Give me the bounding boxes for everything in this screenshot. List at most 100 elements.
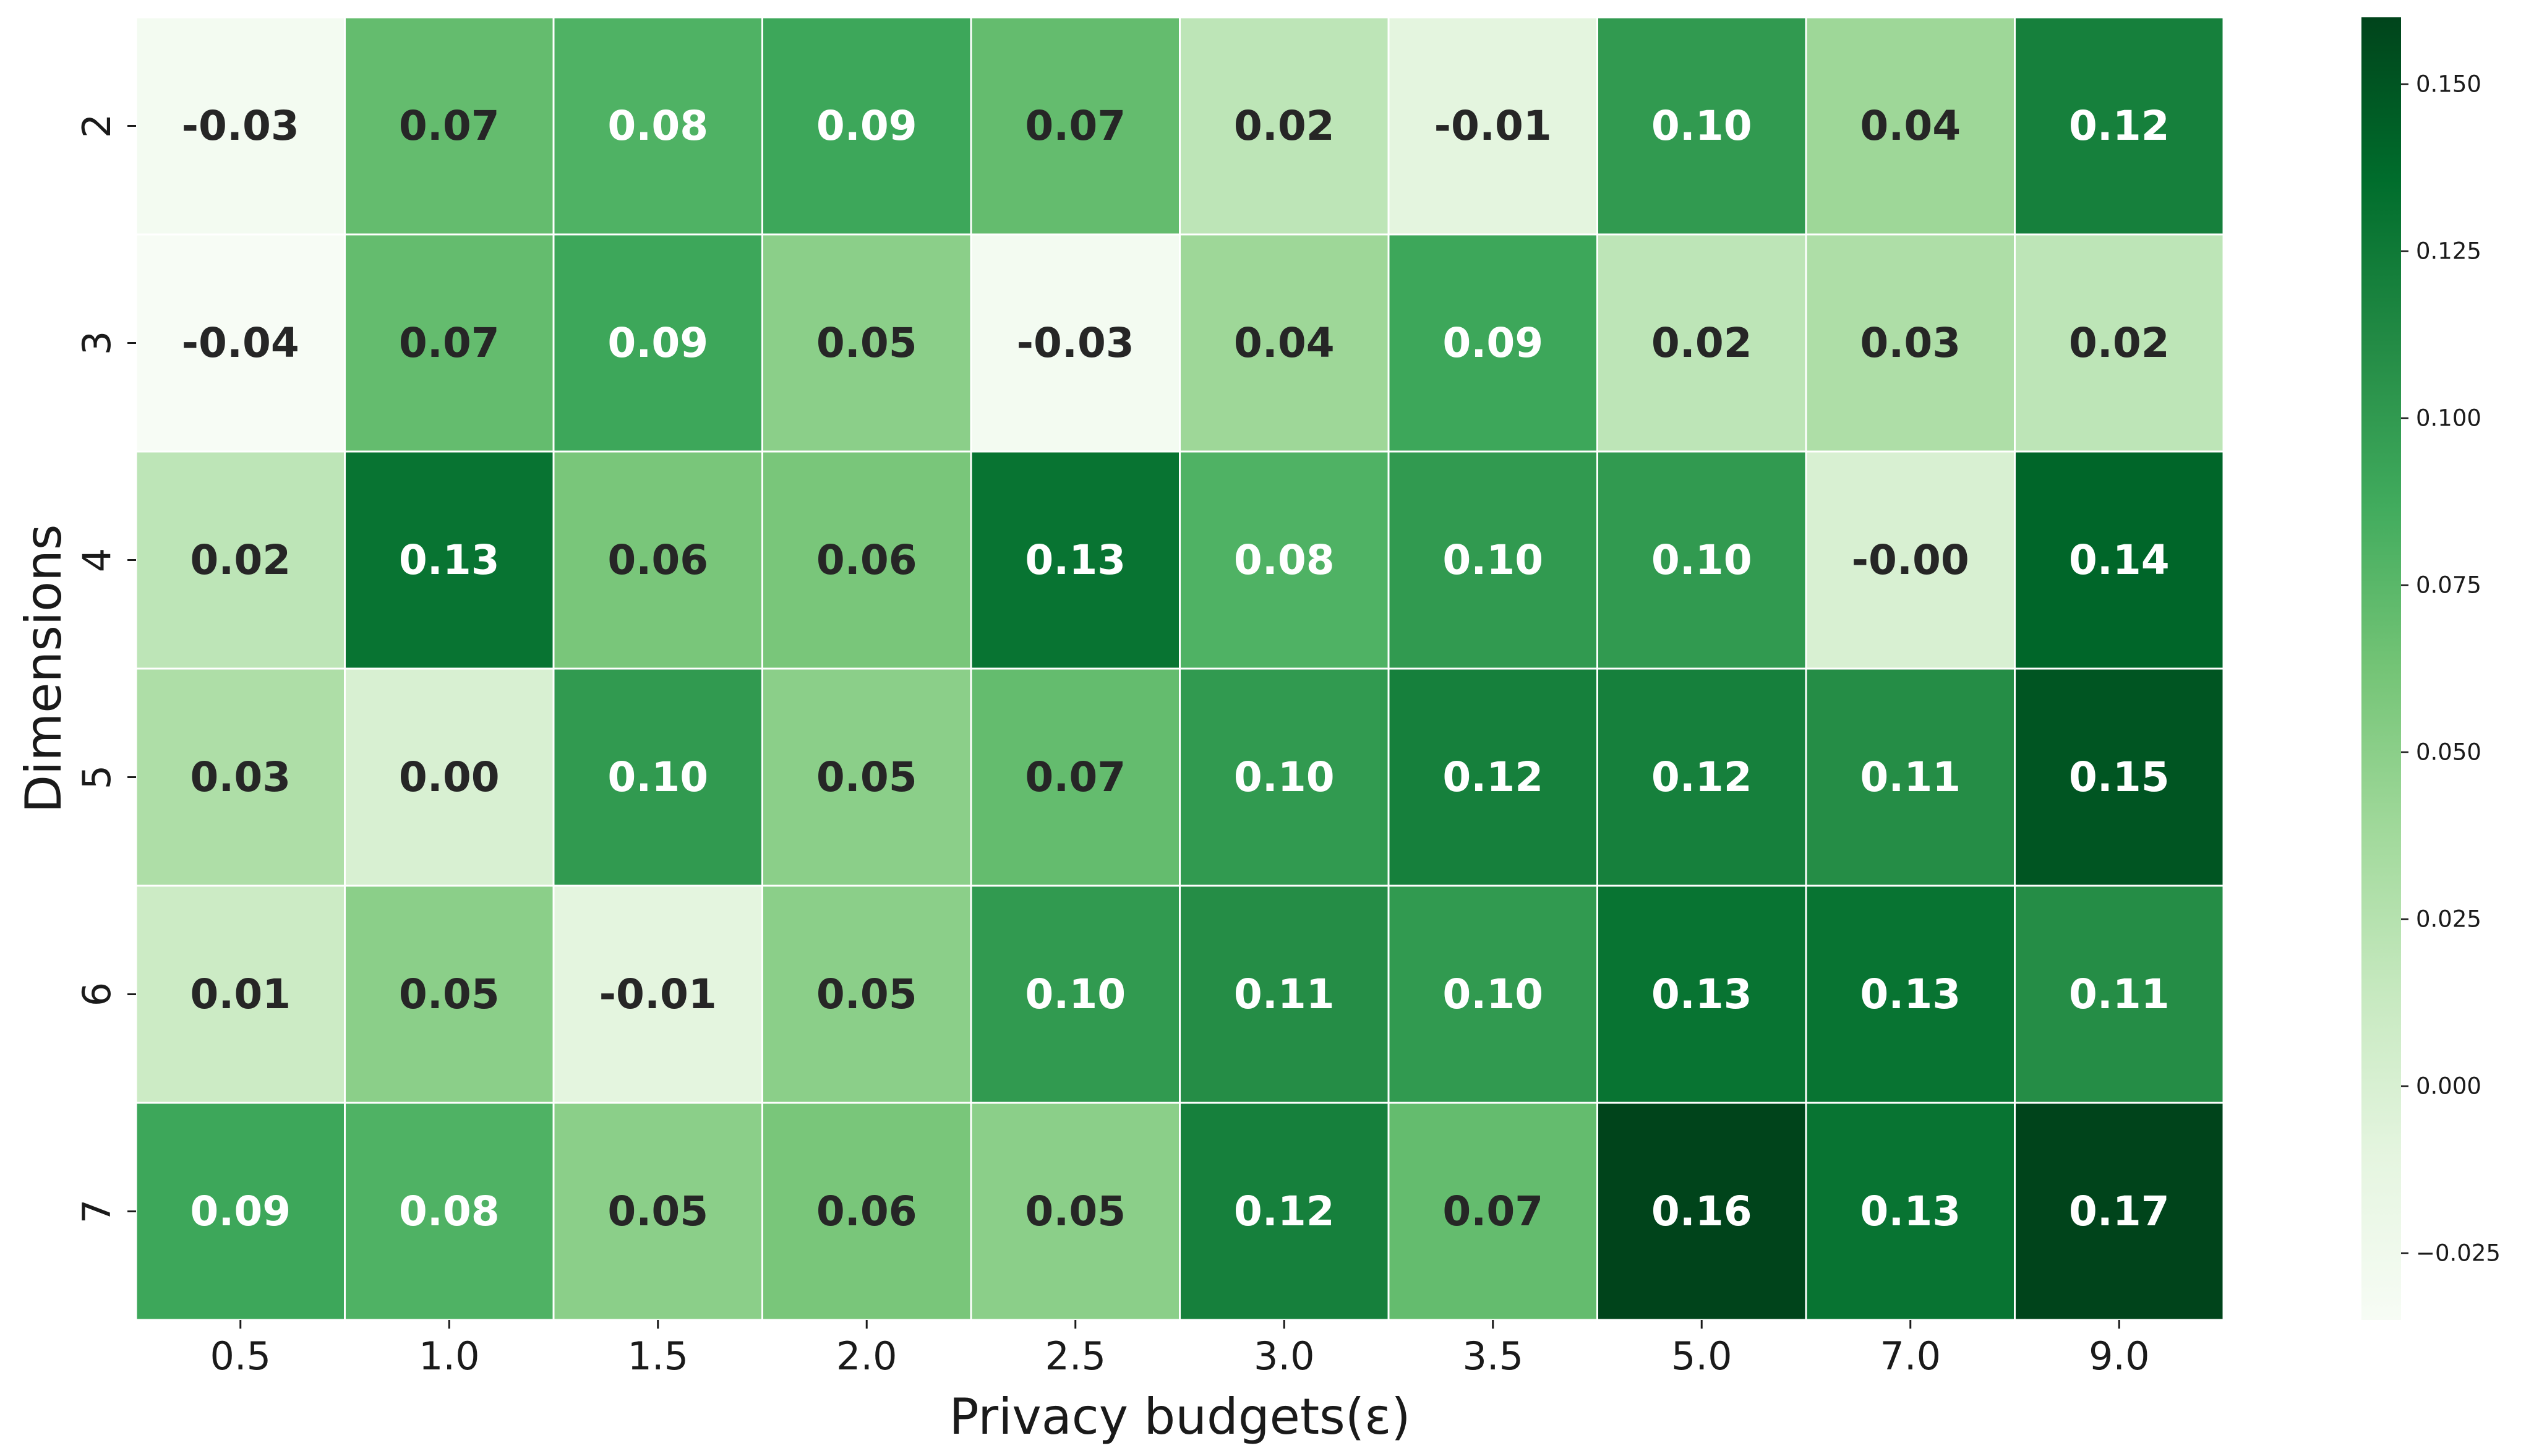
cell-value-label: 0.09 [607,319,708,367]
y-tick-label: 7 [74,1199,119,1223]
heatmap-cell [970,884,1181,1104]
heatmap-cell [761,1102,972,1321]
heatmap-cell [970,1102,1181,1321]
x-tick-label: 7.0 [1880,1334,1941,1379]
cell-value-label: -0.01 [599,970,717,1018]
heatmap-cell [552,450,763,670]
heatmap-cell [552,884,763,1104]
cell-value-label: 0.02 [2069,319,2170,367]
heatmap-cell [1179,884,1390,1104]
heatmap-cell [344,16,555,236]
heatmap-cell [2014,233,2225,453]
colorbar-ticks: −0.025 0.000 0.025 0.050 0.075 0.100 0.125 0.15… [2401,71,2501,1267]
x-axis-ticks: 0.5 1.0 1.5 2.0 2.5 3.0 3.5 5.0 7.0 9.0 [210,1320,2150,1379]
cell-value-label: 0.10 [607,753,708,801]
cell-value-label: 0.12 [1651,753,1752,801]
cell-value-label: 0.09 [190,1188,291,1235]
heatmap-cell [1387,884,1598,1104]
cell-value-label: 0.08 [399,1188,500,1235]
x-tick-label: 2.5 [1045,1334,1106,1379]
cell-value-label: 0.08 [1234,536,1335,584]
heatmap-cells: -0.03 0.07 0.08 0.09 0.07 0.02 -0.01 0.10 0.04 0.… [135,16,2225,1321]
colorbar-tick-label: 0.050 [2416,739,2481,766]
cell-value-label: 0.11 [1234,970,1335,1018]
heatmap-cell [1805,233,2016,453]
cell-value-label: 0.08 [607,102,708,150]
heatmap-cell [761,233,972,453]
cell-value-label: 0.04 [1860,102,1961,150]
heatmap-cell [1596,884,1807,1104]
heatmap-cell [1805,450,2016,670]
x-tick-label: 3.5 [1462,1334,1523,1379]
cell-value-label: 0.13 [1860,970,1961,1018]
colorbar-tick-label: 0.000 [2416,1073,2481,1100]
y-tick-label: 4 [74,548,119,572]
heatmap-cell [1596,233,1807,453]
y-axis-ticks: 2 3 4 5 6 7 [74,114,136,1223]
cell-value-label: 0.03 [1860,319,1961,367]
y-tick-label: 3 [74,331,119,355]
cell-value-label: 0.17 [2069,1188,2170,1235]
colorbar-tick-label: −0.025 [2416,1240,2501,1267]
cell-value-label: 0.01 [190,970,291,1018]
colorbar-tick-label: 0.025 [2416,906,2481,933]
heatmap-cell [1805,667,2016,887]
cell-value-label: 0.15 [2069,753,2170,801]
heatmap-cell [970,667,1181,887]
heatmap-cell [344,450,555,670]
heatmap-cell [552,233,763,453]
x-tick-label: 0.5 [210,1334,271,1379]
cell-value-label: 0.11 [1860,753,1961,801]
cell-value-label: 0.05 [1025,1188,1126,1235]
y-tick-label: 2 [74,114,119,138]
cell-value-label: 0.07 [399,319,500,367]
heatmap-cell [1179,1102,1390,1321]
heatmap-cell [2014,667,2225,887]
cell-value-label: 0.06 [816,536,917,584]
cell-value-label: 0.10 [1651,102,1752,150]
colorbar-tick-label: 0.125 [2416,238,2481,265]
heatmap-cell [1596,450,1807,670]
cell-value-label: 0.06 [816,1188,917,1235]
x-tick-label: 1.5 [627,1334,688,1379]
heatmap-cell [135,667,346,887]
cell-value-label: 0.05 [607,1188,708,1235]
cell-value-label: -0.01 [1434,102,1552,150]
heatmap-cell [970,233,1181,453]
heatmap-cell [1596,16,1807,236]
cell-value-label: 0.04 [1234,319,1335,367]
cell-value-label: 0.05 [816,753,917,801]
y-axis-label: Dimensions [15,525,72,813]
cell-value-label: 0.07 [1025,102,1126,150]
heatmap-cell [970,16,1181,236]
cell-value-label: 0.03 [190,753,291,801]
heatmap-cell [344,233,555,453]
heatmap-cell [344,884,555,1104]
x-axis-label: Privacy budgets(ε) [949,1388,1410,1445]
heatmap-cell [1805,1102,2016,1321]
colorbar-tick-label: 0.100 [2416,405,2481,432]
cell-value-label: 0.07 [399,102,500,150]
heatmap-cell [761,16,972,236]
cell-value-label: 0.05 [816,970,917,1018]
cell-value-label: 0.13 [1651,970,1752,1018]
heatmap-cell [1387,667,1598,887]
y-tick-label: 5 [74,765,119,789]
cell-value-label: 0.02 [1651,319,1752,367]
heatmap-cell [2014,450,2225,670]
heatmap-cell [970,450,1181,670]
x-tick-label: 9.0 [2089,1334,2150,1379]
cell-value-label: -0.03 [1017,319,1134,367]
cell-value-label: 0.07 [1442,1188,1543,1235]
heatmap-cell [2014,884,2225,1104]
colorbar [2361,17,2401,1320]
heatmap-cell [1387,450,1598,670]
cell-value-label: -0.00 [1852,536,1969,584]
cell-value-label: 0.09 [816,102,917,150]
cell-value-label: 0.10 [1234,753,1335,801]
cell-value-label: 0.14 [2069,536,2170,584]
heatmap-cell [1179,233,1390,453]
cell-value-label: -0.03 [182,102,299,150]
x-tick-label: 5.0 [1671,1334,1732,1379]
